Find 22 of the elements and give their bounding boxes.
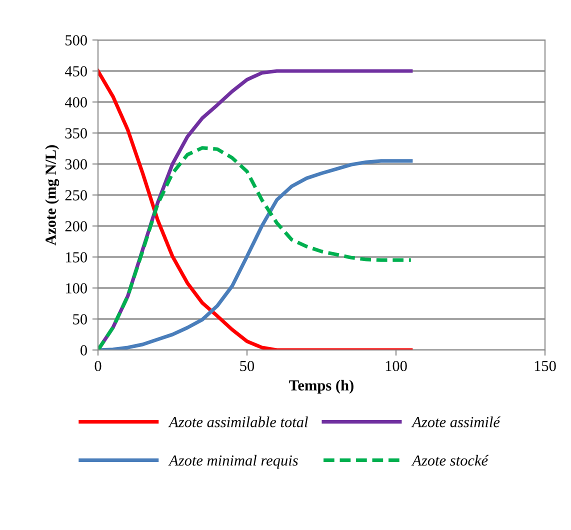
y-axis-title: Azote (mg N/L)	[45, 145, 60, 246]
legend-label: Azote assimilable total	[168, 416, 308, 428]
legend-label: Azote minimal requis	[168, 454, 298, 469]
y-tick-label: 250	[65, 190, 87, 200]
y-tick-label: 50	[73, 314, 87, 324]
legend-label: Azote assimilé	[411, 416, 501, 428]
y-tick-label: 450	[64, 66, 87, 76]
y-tick-label: 300	[65, 159, 87, 170]
y-tick-label: 500	[66, 35, 87, 46]
x-tick-label: 100	[386, 360, 407, 372]
x-tick-label: 0	[94, 360, 102, 372]
line-series	[98, 69, 413, 350]
y-tick-label: 0	[80, 345, 87, 356]
y-tick-label: 150	[66, 252, 87, 262]
x-axis-title: Temps (h)	[289, 380, 354, 394]
y-tick-label: 100	[66, 283, 87, 294]
y-tick-label: 400	[64, 97, 87, 108]
x-tick-label: 150	[534, 360, 556, 372]
x-tick-label: 50	[240, 360, 254, 372]
y-tick-label: 200	[65, 221, 87, 232]
legend-label: Azote stocké	[411, 454, 489, 466]
y-tick-label: 350	[65, 128, 87, 138]
